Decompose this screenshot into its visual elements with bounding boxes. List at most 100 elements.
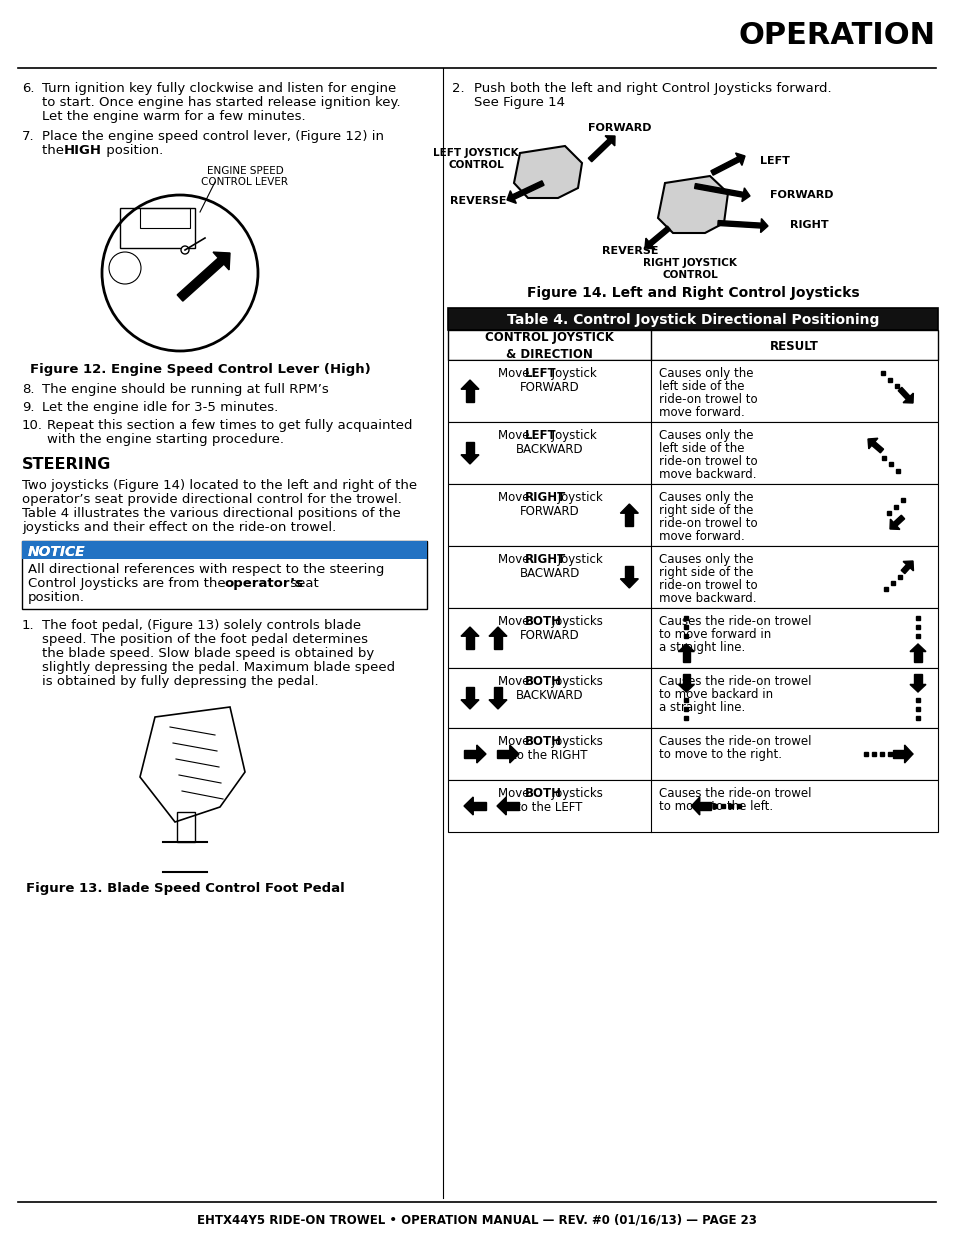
Text: See Figure 14: See Figure 14	[474, 96, 564, 109]
Text: to move to the left.: to move to the left.	[659, 800, 773, 813]
Bar	[448, 308, 937, 330]
Polygon shape	[460, 700, 478, 709]
Text: Causes the ride-on trowel: Causes the ride-on trowel	[659, 676, 811, 688]
Bar	[448, 727, 937, 781]
Text: LEFT JOYSTICK: LEFT JOYSTICK	[433, 148, 518, 158]
Polygon shape	[909, 643, 925, 652]
Text: Move: Move	[497, 367, 533, 380]
Text: ride-on trowel to: ride-on trowel to	[659, 579, 758, 592]
Text: RESULT: RESULT	[769, 340, 819, 352]
Circle shape	[181, 246, 189, 254]
Text: BOTH: BOTH	[524, 615, 561, 629]
Text: LEFT: LEFT	[760, 156, 789, 165]
Polygon shape	[619, 504, 638, 514]
Text: to the RIGHT: to the RIGHT	[512, 748, 587, 762]
Text: seat: seat	[286, 577, 318, 590]
Text: Push both the left and right Control Joysticks forward.: Push both the left and right Control Joy…	[474, 82, 831, 95]
Text: Move: Move	[497, 676, 533, 688]
Text: move backward.: move backward.	[659, 468, 756, 480]
Text: BOTH: BOTH	[524, 787, 561, 800]
Text: The foot pedal, (Figure 13) solely controls blade: The foot pedal, (Figure 13) solely contr…	[42, 619, 361, 632]
Text: slightly depressing the pedal. Maximum blade speed: slightly depressing the pedal. Maximum b…	[42, 661, 395, 674]
Polygon shape	[644, 226, 670, 249]
Text: joysticks and their effect on the ride-on trowel.: joysticks and their effect on the ride-o…	[22, 521, 335, 534]
Text: RIGHT: RIGHT	[789, 220, 828, 230]
Polygon shape	[465, 442, 474, 454]
Polygon shape	[494, 687, 501, 700]
Polygon shape	[913, 652, 921, 662]
Text: Joysticks: Joysticks	[548, 615, 602, 629]
Polygon shape	[678, 684, 694, 692]
Polygon shape	[463, 797, 473, 815]
Polygon shape	[710, 153, 744, 175]
Text: Joysticks: Joysticks	[548, 787, 602, 800]
Text: Figure 14. Left and Right Control Joysticks: Figure 14. Left and Right Control Joysti…	[526, 287, 859, 300]
Text: position.: position.	[102, 144, 163, 157]
Text: Move: Move	[497, 787, 533, 800]
Polygon shape	[624, 514, 633, 526]
Polygon shape	[460, 380, 478, 389]
Bar	[22, 541, 427, 559]
Text: is obtained by fully depressing the pedal.: is obtained by fully depressing the peda…	[42, 676, 318, 688]
Bar	[448, 330, 937, 359]
Polygon shape	[691, 797, 699, 815]
Text: move forward.: move forward.	[659, 406, 744, 419]
Bar	[448, 608, 937, 668]
Polygon shape	[460, 627, 478, 636]
Bar	[448, 781, 937, 832]
Text: Joysticks: Joysticks	[548, 735, 602, 748]
Text: BOTH: BOTH	[524, 676, 561, 688]
Polygon shape	[463, 750, 476, 758]
Bar	[140, 207, 190, 228]
Polygon shape	[489, 700, 506, 709]
Polygon shape	[694, 184, 749, 201]
Text: Move: Move	[497, 553, 533, 566]
Polygon shape	[898, 388, 912, 403]
Bar	[448, 422, 937, 484]
Polygon shape	[460, 454, 478, 464]
Text: right side of the: right side of the	[659, 504, 753, 517]
Text: CONTROL JOYSTICK
& DIRECTION: CONTROL JOYSTICK & DIRECTION	[485, 331, 614, 361]
Text: BACKWARD: BACKWARD	[516, 689, 583, 701]
Text: to move backard in: to move backard in	[659, 688, 773, 701]
Polygon shape	[903, 745, 912, 763]
Polygon shape	[489, 627, 506, 636]
Text: HIGH: HIGH	[64, 144, 102, 157]
Text: Control Joysticks are from the: Control Joysticks are from the	[28, 577, 230, 590]
Polygon shape	[177, 252, 230, 301]
Text: RIGHT: RIGHT	[524, 492, 565, 504]
Text: CONTROL LEVER: CONTROL LEVER	[201, 177, 288, 186]
Polygon shape	[494, 636, 501, 650]
Polygon shape	[913, 674, 921, 684]
Text: to the LEFT: to the LEFT	[516, 802, 582, 814]
Text: Move: Move	[497, 735, 533, 748]
Text: 7.: 7.	[22, 130, 34, 143]
Text: the blade speed. Slow blade speed is obtained by: the blade speed. Slow blade speed is obt…	[42, 647, 374, 659]
Text: Causes the ride-on trowel: Causes the ride-on trowel	[659, 787, 811, 800]
Text: 10.: 10.	[22, 419, 43, 432]
Polygon shape	[497, 750, 509, 758]
Text: Causes only the: Causes only the	[659, 429, 753, 442]
Text: with the engine starting procedure.: with the engine starting procedure.	[47, 433, 284, 446]
Bar	[22, 541, 427, 559]
Text: Figure 12. Engine Speed Control Lever (High): Figure 12. Engine Speed Control Lever (H…	[30, 363, 370, 375]
Text: FORWARD: FORWARD	[519, 629, 578, 642]
Text: a straight line.: a straight line.	[659, 701, 745, 714]
Text: Table 4 illustrates the various directional positions of the: Table 4 illustrates the various directio…	[22, 508, 400, 520]
Polygon shape	[678, 643, 694, 652]
Text: CONTROL: CONTROL	[661, 270, 717, 280]
Polygon shape	[717, 219, 767, 232]
Text: Move: Move	[497, 429, 533, 442]
Polygon shape	[658, 177, 727, 233]
Polygon shape	[682, 652, 689, 662]
Text: to move forward in: to move forward in	[659, 629, 771, 641]
Bar	[177, 811, 194, 842]
Text: All directional references with respect to the steering: All directional references with respect …	[28, 563, 384, 576]
Text: Figure 13. Blade Speed Control Foot Pedal: Figure 13. Blade Speed Control Foot Peda…	[26, 882, 344, 895]
Text: 9.: 9.	[22, 401, 34, 414]
Text: Let the engine warm for a few minutes.: Let the engine warm for a few minutes.	[42, 110, 305, 124]
Text: speed. The position of the foot pedal determines: speed. The position of the foot pedal de…	[42, 634, 368, 646]
Text: Causes the ride-on trowel: Causes the ride-on trowel	[659, 735, 811, 748]
Text: The engine should be running at full RPM’s: The engine should be running at full RPM…	[42, 383, 329, 396]
Text: ride-on trowel to: ride-on trowel to	[659, 517, 758, 530]
